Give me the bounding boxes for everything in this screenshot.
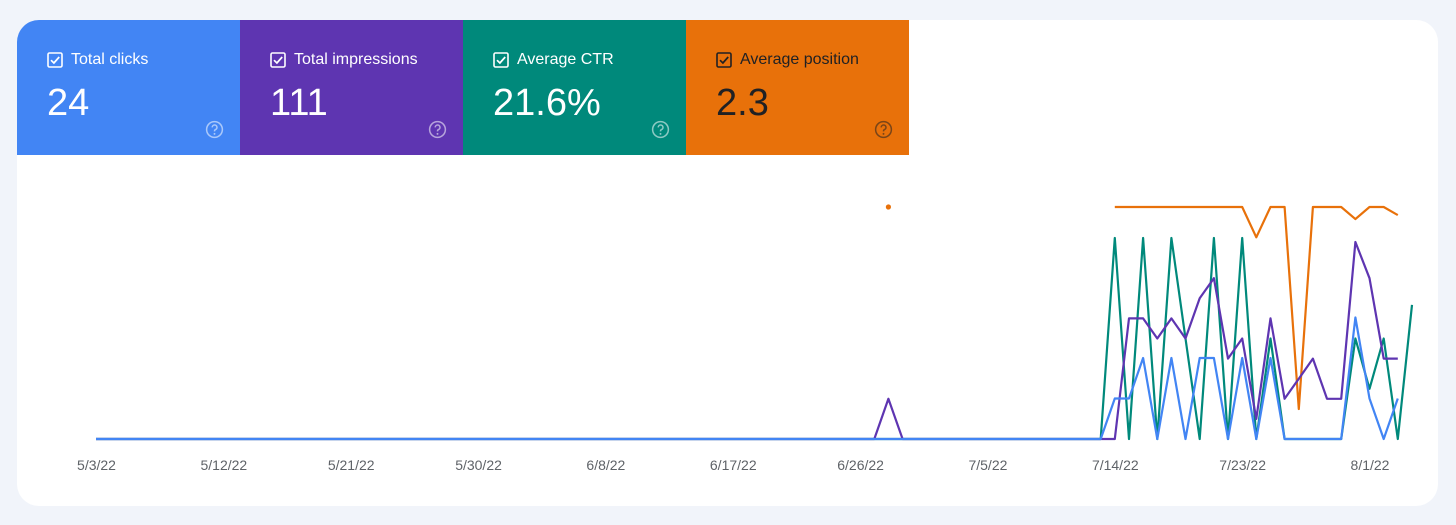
x-tick-label: 7/14/22 <box>1092 457 1139 473</box>
series-line <box>1114 205 1399 411</box>
x-tick-label: 6/26/22 <box>837 457 884 473</box>
x-tick-label: 6/17/22 <box>710 457 757 473</box>
series-average-ctr <box>96 236 1414 441</box>
metric-header: Total clicks <box>47 51 148 69</box>
metric-value: 111 <box>270 82 328 124</box>
metric-value: 24 <box>47 82 90 124</box>
series-line <box>96 316 1399 441</box>
checkbox-checked-icon[interactable] <box>716 52 732 68</box>
x-tick-label: 5/21/22 <box>328 457 375 473</box>
checkbox-checked-icon[interactable] <box>47 52 63 68</box>
metric-header: Total impressions <box>270 51 418 69</box>
series-total-clicks <box>96 316 1399 441</box>
metric-label: Average position <box>740 51 859 68</box>
metric-label: Total clicks <box>71 51 149 68</box>
series-line <box>96 236 1414 441</box>
metric-value: 2.3 <box>716 82 769 124</box>
help-circle-icon[interactable] <box>428 120 447 139</box>
metric-label: Average CTR <box>517 51 614 68</box>
metric-value: 21.6% <box>493 82 601 124</box>
performance-card: Total clicks 24 Total impressions 111 Averag… <box>17 20 1438 506</box>
help-circle-icon[interactable] <box>651 120 670 139</box>
metric-tile-average-position[interactable]: Average position 2.3 <box>686 20 909 155</box>
metric-tile-total-clicks[interactable]: Total clicks 24 <box>17 20 240 155</box>
metric-label: Total impressions <box>294 51 418 68</box>
x-tick-label: 5/3/22 <box>77 457 116 473</box>
series-average-position <box>885 204 1399 411</box>
metric-tile-total-impressions[interactable]: Total impressions 111 <box>240 20 463 155</box>
metric-header: Average CTR <box>493 51 614 69</box>
x-tick-label: 5/12/22 <box>200 457 247 473</box>
checkbox-checked-icon[interactable] <box>493 52 509 68</box>
help-circle-icon[interactable] <box>205 120 224 139</box>
help-circle-icon[interactable] <box>874 120 893 139</box>
metric-tile-average-ctr[interactable]: Average CTR 21.6% <box>463 20 686 155</box>
x-tick-label: 6/8/22 <box>586 457 625 473</box>
performance-chart: 5/3/22 5/12/22 5/21/22 5/30/22 6/8/22 6/17/22… <box>77 204 1414 473</box>
metric-tiles: Total clicks 24 Total impressions 111 Averag… <box>17 20 909 155</box>
checkbox-checked-icon[interactable] <box>270 52 286 68</box>
series-point <box>885 204 892 210</box>
x-tick-label: 5/30/22 <box>455 457 502 473</box>
x-tick-label: 7/5/22 <box>968 457 1007 473</box>
x-tick-label: 8/1/22 <box>1351 457 1390 473</box>
x-tick-label: 7/23/22 <box>1219 457 1266 473</box>
metric-header: Average position <box>716 51 859 69</box>
